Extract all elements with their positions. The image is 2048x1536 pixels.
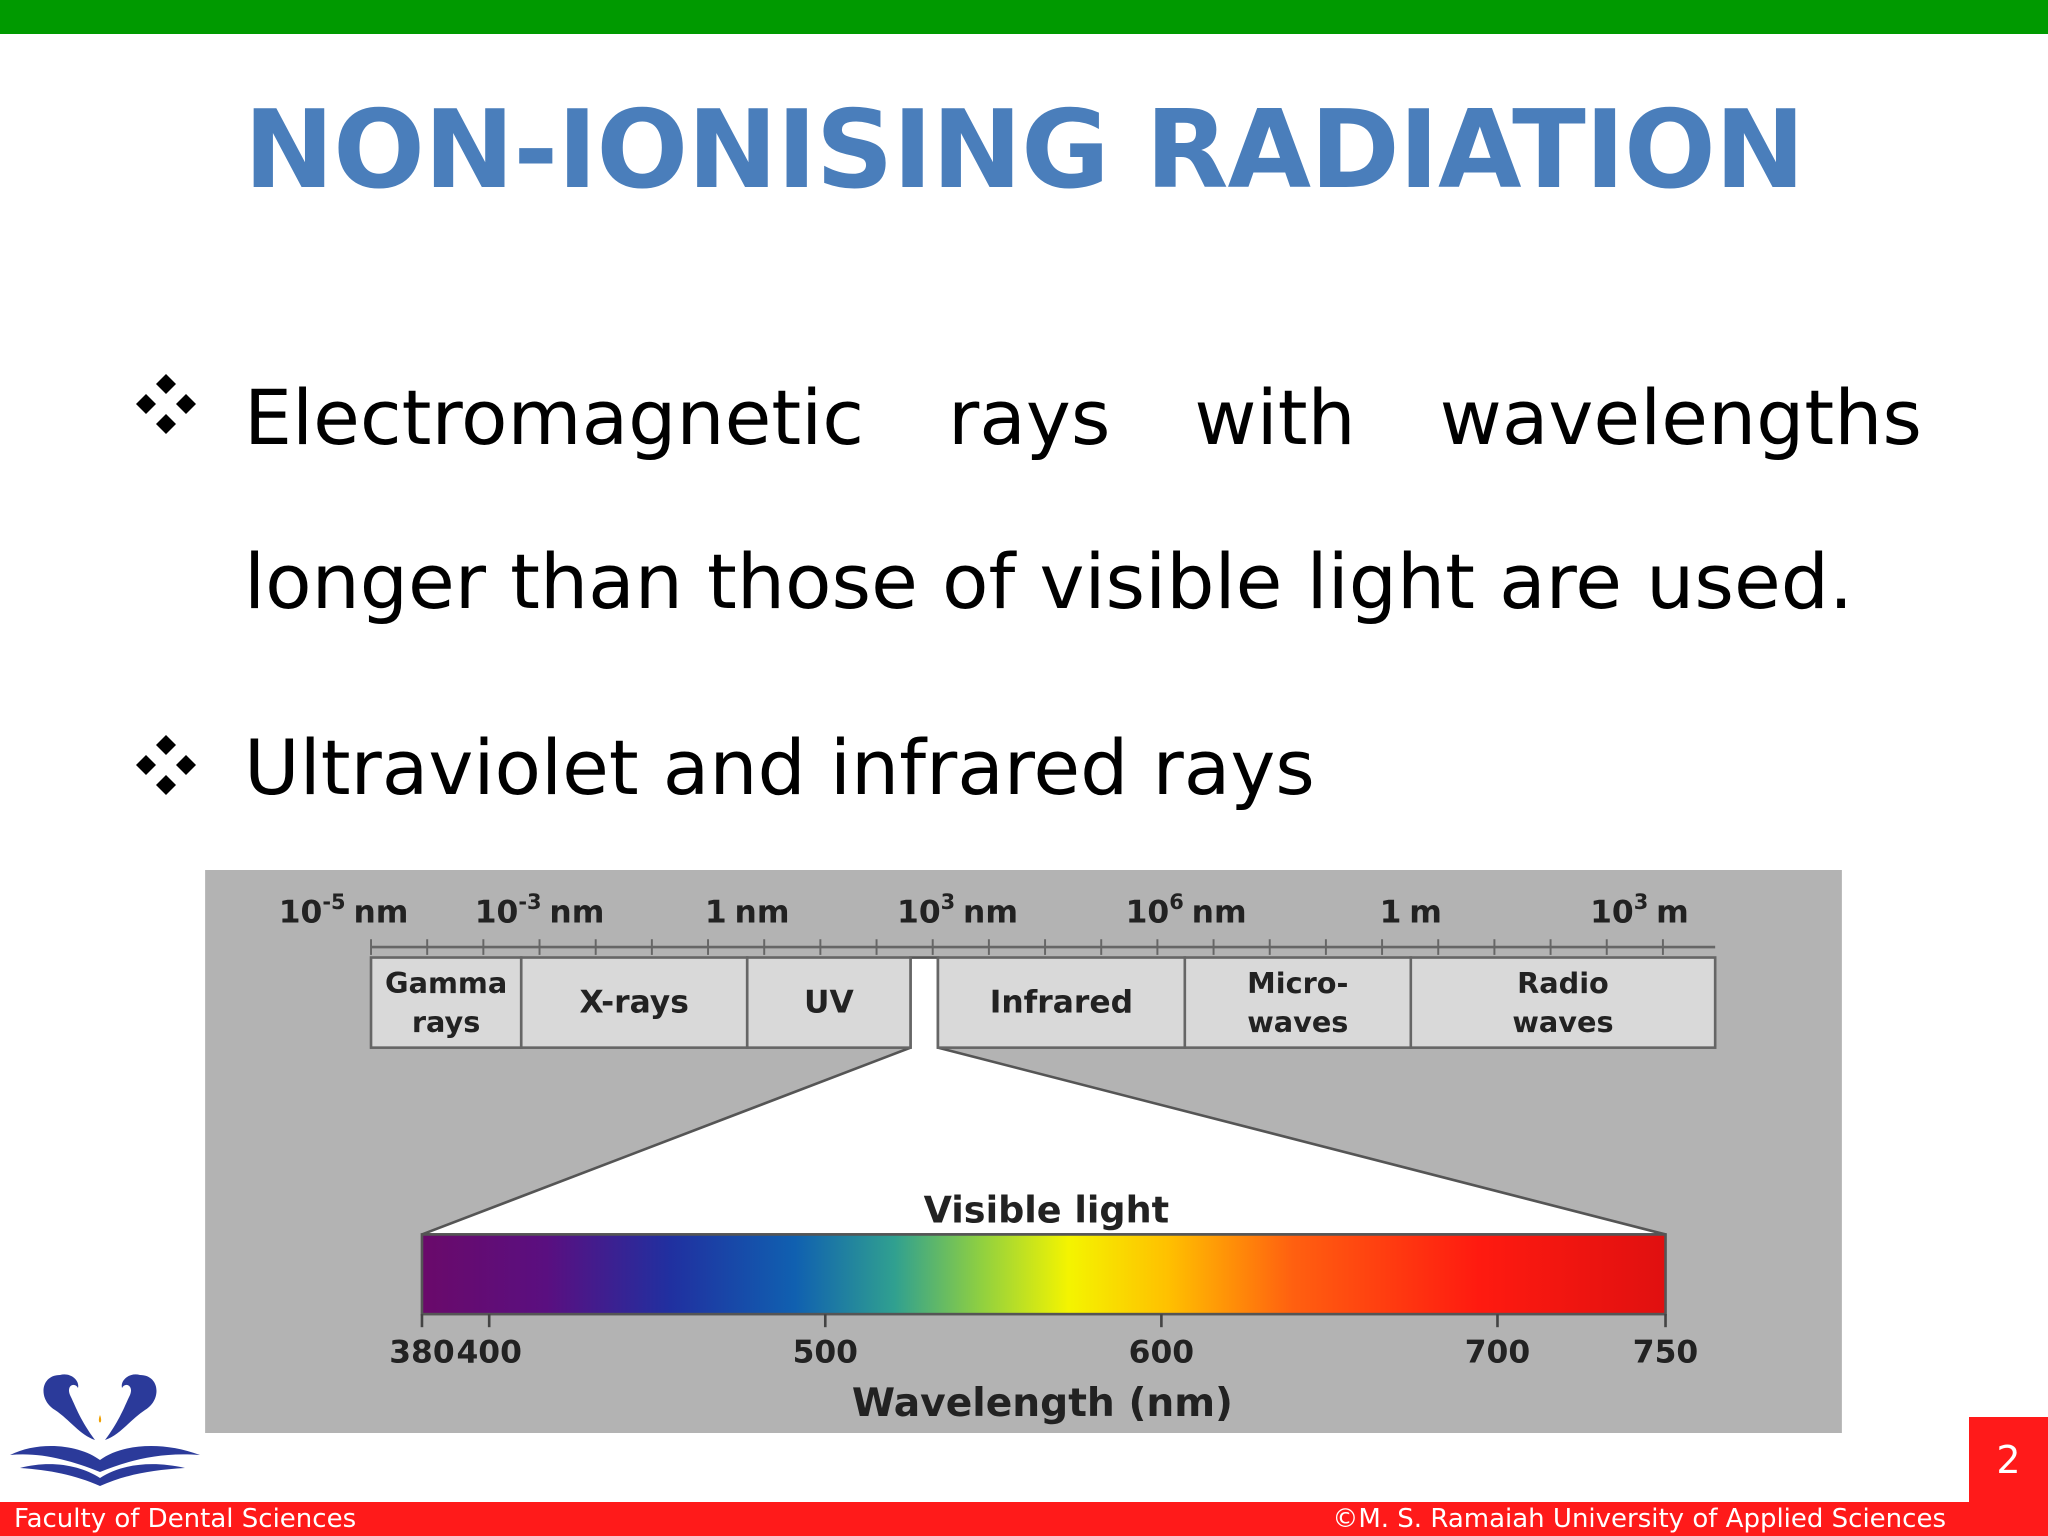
scale-unit: nm (963, 894, 1018, 930)
bullet-icon (136, 374, 196, 434)
scale-exponent: 3 (1634, 890, 1649, 914)
bullet-text: Ultraviolet and infrared rays (244, 723, 1315, 812)
band-box (745, 956, 912, 1049)
scale-base: 10 (897, 894, 941, 930)
scale-unit: nm (735, 894, 790, 930)
wavelength-tick-label: 750 (1633, 1334, 1698, 1370)
band-label: waves (1247, 1005, 1348, 1039)
scale-base: 10 (475, 894, 519, 930)
visible-label: Visible light (924, 1189, 1169, 1232)
band-label: waves (1512, 1005, 1613, 1039)
scale-label: 10-3 nm (475, 890, 605, 930)
scale-unit: nm (549, 894, 604, 930)
bullet-text: Electromagnetic rays with wavelengths lo… (244, 373, 1922, 626)
scale-unit: m (1409, 894, 1442, 930)
band-box (936, 956, 1187, 1049)
band-label: Infrared (990, 984, 1133, 1020)
scale-base: 1 (705, 894, 727, 930)
page-number: 2 (1969, 1417, 2048, 1502)
slide-title: NON-IONISING RADIATION (243, 88, 1805, 213)
scale-exponent: 3 (941, 890, 956, 914)
scale-label: 106 nm (1126, 890, 1247, 930)
visible-spectrum (420, 1233, 1667, 1316)
scale-unit: m (1656, 894, 1689, 930)
scale-label: 103 nm (897, 890, 1018, 930)
scale-exponent: 6 (1169, 890, 1184, 914)
spectrum-figure: 10-5 nm 10-3 nm 1 nm 103 nm 106 nm 1 m 103 mGammarays… (205, 870, 1842, 1433)
scale-label: 10-5 nm (279, 890, 409, 930)
scale-base: 1 (1380, 894, 1402, 930)
scale-label: 103 m (1590, 890, 1689, 930)
band-box (1409, 956, 1717, 1049)
scale-base: 10 (1590, 894, 1634, 930)
wavelength-tick-label: 700 (1465, 1334, 1530, 1370)
wavelength-tick-label: 500 (793, 1334, 858, 1370)
footer-bar (0, 1502, 2048, 1536)
wavelength-tick-label: 400 (456, 1334, 521, 1370)
band-label: UV (804, 984, 854, 1020)
band-box (369, 956, 523, 1049)
bullet-icon (136, 735, 196, 795)
logo (10, 1374, 200, 1486)
scale-exponent: -3 (518, 890, 541, 914)
band-label: rays (412, 1005, 480, 1039)
footer-left: Faculty of Dental Sciences (14, 1504, 357, 1534)
scale-unit: nm (1192, 894, 1247, 930)
scale-unit: nm (353, 894, 408, 930)
scale-base: 10 (279, 894, 323, 930)
scale-exponent: -5 (322, 890, 345, 914)
axis-label: Wavelength (nm) (852, 1381, 1233, 1426)
band-label: Gamma (385, 966, 507, 1000)
band-label: Radio (1517, 966, 1609, 1000)
band-box (1183, 956, 1413, 1049)
wavelength-tick-label: 600 (1129, 1334, 1194, 1370)
band-box (519, 956, 749, 1049)
top-bar (0, 0, 2048, 34)
band-label: Micro- (1247, 966, 1348, 1000)
footer-right: ©M. S. Ramaiah University of Applied Sci… (1332, 1504, 1946, 1534)
scale-label: 1 nm (705, 894, 790, 930)
scale-base: 10 (1126, 894, 1170, 930)
wavelength-tick-label: 380 (389, 1334, 454, 1370)
band-label: X-rays (580, 984, 689, 1020)
